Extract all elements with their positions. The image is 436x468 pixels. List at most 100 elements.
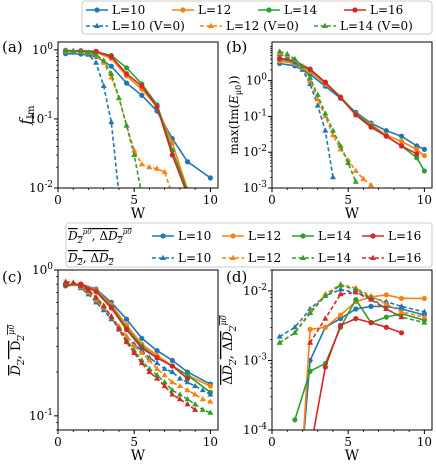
data-point — [176, 382, 183, 389]
legend-entry-dashed: L=12 — [222, 251, 281, 265]
data-point — [77, 282, 84, 288]
x-tick-label: 0 — [268, 193, 276, 207]
data-point — [100, 57, 107, 63]
data-point — [352, 286, 359, 292]
data-point — [161, 372, 168, 378]
series-line-l-14-v-0--dashed — [279, 50, 357, 183]
data-point — [62, 47, 69, 53]
data-point — [184, 386, 191, 393]
data-point — [368, 320, 374, 326]
legend-label: L=14 — [318, 229, 352, 243]
legend-label: L=16 — [370, 3, 403, 17]
data-point — [123, 327, 130, 333]
data-point — [70, 47, 77, 53]
series-group — [276, 48, 427, 188]
legend-entry-dashed: L=10 (V=0) — [86, 19, 185, 33]
legend-label: L=12 — [248, 251, 281, 265]
data-point — [116, 191, 122, 196]
panel-a: 0 5 10 100 10-1 10-2 W (a) fIm — [2, 38, 219, 222]
x-tick-label: 5 — [130, 435, 138, 449]
legend-entry-dashed: L=14 (V=0) — [314, 19, 413, 33]
x-axis-label: W — [131, 206, 146, 222]
data-point — [329, 131, 336, 138]
data-point — [169, 191, 175, 196]
data-point — [276, 48, 283, 54]
data-point — [421, 153, 427, 159]
data-point — [169, 391, 176, 397]
data-point — [108, 313, 115, 319]
axes-frame — [57, 269, 219, 431]
legend-entry-solid: L=12 — [172, 3, 231, 17]
data-point — [322, 324, 328, 330]
data-point — [322, 113, 329, 119]
data-point — [207, 391, 214, 397]
legend-entry-dashed: L=16 — [362, 251, 421, 265]
axes-frame — [57, 41, 219, 189]
svg-text:ΔD2, ΔD2μ0: ΔD2, ΔD2μ0 — [219, 315, 239, 385]
series-line-l-14-dashed — [279, 284, 425, 344]
series-line-l-12-v-0--dashed — [65, 50, 171, 188]
data-point — [154, 375, 161, 381]
panel-d: 0 5 10 10-2 10-3 10-4 W (d) ΔD2, ΔD2μ0 — [219, 268, 433, 464]
y-tick-label: 10-1 — [29, 408, 53, 423]
series-line-l-10-solid — [65, 52, 211, 179]
data-point — [161, 379, 168, 385]
series-line-l-16-solid — [313, 317, 402, 430]
x-axis-label: W — [345, 206, 360, 222]
data-point — [284, 50, 291, 57]
x-tick-label: 0 — [54, 435, 62, 449]
y-tick-label: 100 — [32, 262, 53, 277]
data-point — [207, 409, 214, 415]
data-point — [383, 133, 389, 139]
legend-label: L=16 — [388, 251, 421, 265]
data-point — [138, 349, 145, 355]
y-tick-label: 10-3 — [243, 352, 267, 367]
legend-entry-solid: L=10 — [152, 229, 211, 243]
data-point — [131, 343, 138, 349]
data-point — [169, 368, 176, 374]
data-point — [139, 191, 145, 196]
data-point — [353, 316, 359, 322]
data-point — [398, 303, 405, 309]
data-point — [154, 372, 161, 378]
data-point — [169, 152, 175, 158]
y-tick-label: 10-3 — [243, 180, 267, 195]
legend-label: L=10 (V=0) — [112, 19, 185, 33]
data-point — [138, 161, 145, 167]
data-point — [398, 330, 405, 336]
data-point — [108, 63, 114, 69]
data-point — [337, 142, 344, 148]
panel-label: (c) — [2, 268, 22, 286]
series-line-l-12-dashed — [279, 283, 425, 344]
data-point — [185, 192, 190, 197]
data-point — [329, 127, 336, 133]
y-tick-label: 10-4 — [243, 422, 267, 437]
data-point — [123, 65, 130, 71]
data-point — [192, 382, 199, 389]
data-point — [421, 319, 428, 325]
data-point — [154, 359, 161, 366]
data-point — [207, 398, 214, 404]
legend-entry-dashed: L=14 — [292, 251, 352, 265]
y-tick-label: 10-2 — [243, 283, 267, 298]
y-tick-label: 10-2 — [29, 180, 53, 195]
data-point — [115, 326, 122, 332]
x-tick-label: 10 — [417, 193, 432, 207]
legend-prefix: D2, ΔD2 — [67, 251, 114, 267]
data-point — [329, 174, 336, 180]
data-point — [322, 364, 328, 370]
y-tick-label: 10-1 — [29, 111, 53, 126]
data-point — [307, 66, 313, 72]
data-point — [314, 91, 321, 97]
series-line-l-12-v-0--dashed — [279, 52, 372, 186]
y-tick-label: 10-2 — [243, 144, 267, 159]
data-point — [383, 324, 389, 330]
y-tick-label: 100 — [32, 42, 53, 57]
axes-frame — [271, 269, 433, 431]
data-point — [292, 417, 298, 423]
y-axis-label: ΔD2, ΔD2μ0 — [219, 315, 239, 385]
x-tick-label: 5 — [344, 193, 352, 207]
data-point — [93, 59, 100, 65]
data-point — [360, 175, 367, 181]
data-point — [368, 124, 374, 130]
